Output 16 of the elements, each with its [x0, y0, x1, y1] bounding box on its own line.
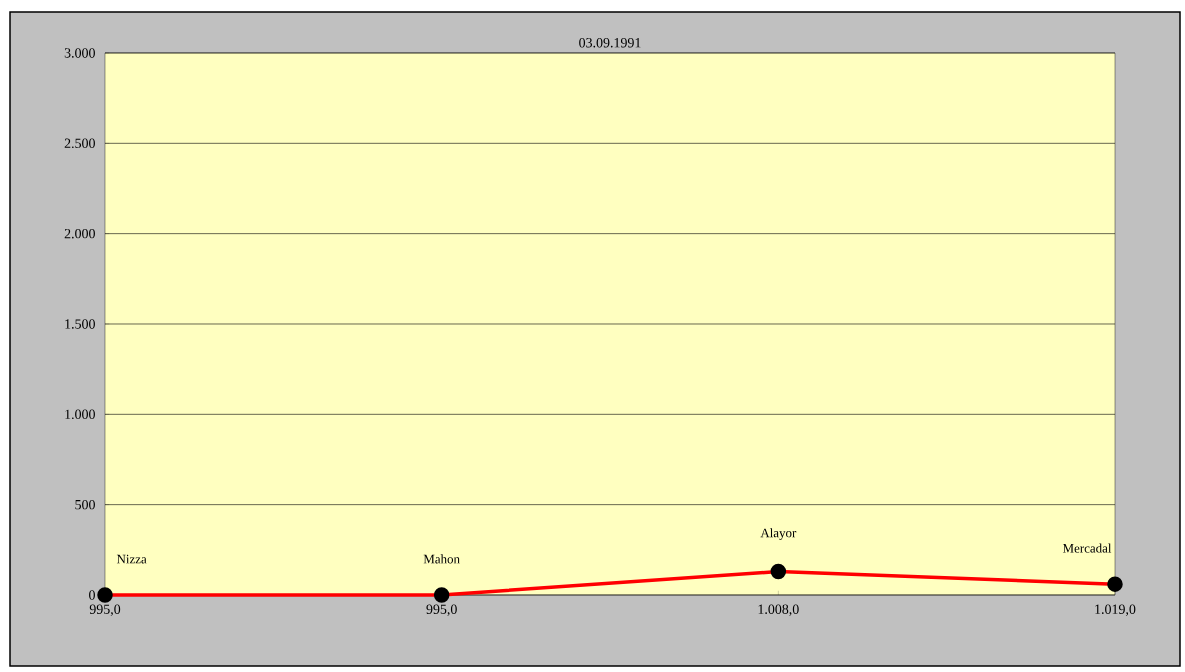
y-tick-label: 2.000: [64, 228, 95, 239]
annotation: Mahon: [423, 554, 460, 564]
annotation: Alayor: [760, 528, 797, 540]
y-tick-label: 1.000: [65, 409, 95, 420]
x-tick-label: 1.019,0: [1095, 604, 1136, 616]
x-tick-label: 1.008,0: [758, 604, 799, 616]
annotation: Nizza: [116, 554, 147, 564]
y-tick-label: 0: [89, 590, 95, 600]
chart-title: 03.09.1991: [579, 38, 641, 48]
annotation: Mercadal: [1062, 543, 1112, 553]
y-tick-label: 1.500: [65, 319, 95, 329]
y-tick-label: 2.500: [64, 138, 95, 149]
y-tick-label: 500: [75, 499, 95, 510]
x-tick-label: 995,0: [426, 604, 457, 616]
y-tick-label: 3.000: [64, 48, 95, 58]
x-tick-label: 995,0: [89, 604, 121, 616]
